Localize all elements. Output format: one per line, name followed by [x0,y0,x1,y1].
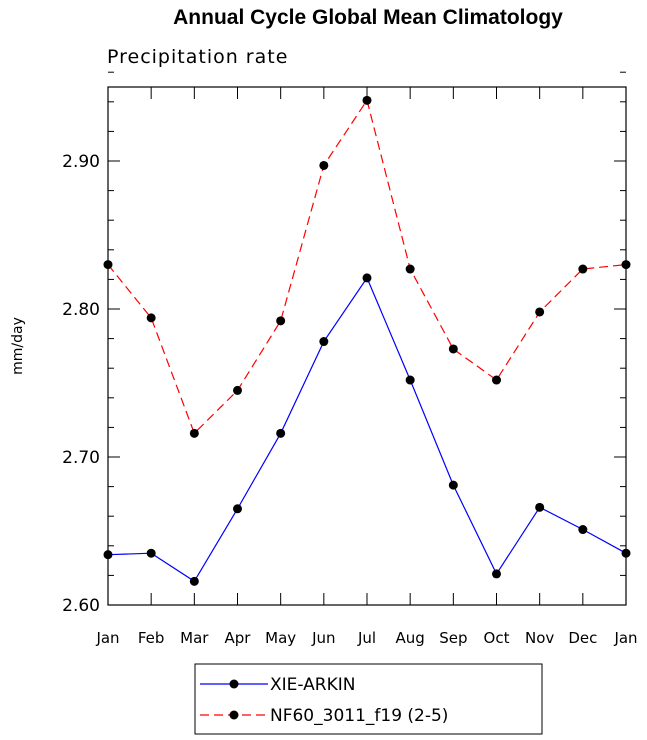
x-tick-label: Jan [95,629,119,647]
data-point-series-0 [189,576,199,586]
data-point-series-0 [146,548,156,558]
data-point-series-0 [535,502,545,512]
data-point-series-1 [578,264,588,274]
legend-marker-nf60 [229,710,239,720]
legend-label-xie-arkin: XIE-ARKIN [270,675,355,695]
y-tick-label: 2.80 [62,300,100,320]
data-point-series-0 [233,504,242,514]
chart-subtitle: Precipitation rate [107,46,288,68]
data-point-series-1 [276,316,286,326]
x-tick-label: Jan [613,629,637,647]
series-layer [103,95,631,586]
data-point-series-1 [621,260,631,270]
data-point-series-1 [189,428,199,438]
x-tick-label: Sep [439,629,467,647]
data-point-series-1 [103,260,113,270]
x-tick-label: Mar [180,629,209,647]
y-tick-labels: 2.60 2.70 2.80 2.90 [62,152,100,616]
x-tick-label: Dec [568,629,597,647]
data-point-series-0 [492,569,501,579]
y-tick-label: 2.70 [62,448,100,468]
data-point-series-1 [362,95,372,105]
plot-frame [107,86,627,606]
data-point-series-0 [405,375,415,385]
axis-ticks [107,71,627,606]
data-point-series-0 [319,337,329,347]
x-tick-label: Oct [484,629,510,647]
legend-marker-xie-arkin [229,679,239,689]
x-tick-label: Jun [311,629,335,647]
data-point-series-0 [362,273,372,283]
y-tick-label: 2.60 [62,596,100,616]
y-tick-label: 2.90 [62,152,100,172]
data-point-series-1 [492,375,501,385]
data-point-series-0 [621,548,631,558]
data-point-series-0 [578,525,588,535]
x-tick-label: Apr [225,629,252,647]
data-point-series-1 [448,344,458,354]
data-point-series-1 [535,307,545,317]
legend: XIE-ARKIN NF60_3011_f19 (2-5) [194,663,543,735]
data-point-series-0 [103,550,113,560]
x-tick-label: May [265,629,296,647]
x-tick-label: Aug [396,629,425,647]
data-point-series-1 [405,264,415,274]
legend-label-nf60: NF60_3011_f19 (2-5) [270,706,448,726]
series-line-0 [107,276,627,583]
series-line-1 [107,98,627,435]
x-tick-label: Nov [525,629,554,647]
data-point-series-0 [276,428,286,438]
x-tick-labels: Jan Feb Mar Apr May Jun Jul Aug Sep Oct Nov Dec Jan [95,629,637,647]
legend-box [194,663,543,735]
data-point-series-1 [233,385,242,395]
data-point-series-0 [448,480,458,490]
data-point-series-1 [146,313,156,323]
x-tick-label: Jul [357,629,376,647]
chart-title: Annual Cycle Global Mean Climatology [173,6,563,29]
x-tick-label: Feb [138,629,165,647]
data-point-series-1 [319,160,329,170]
y-axis-label: mm/day [10,317,26,375]
